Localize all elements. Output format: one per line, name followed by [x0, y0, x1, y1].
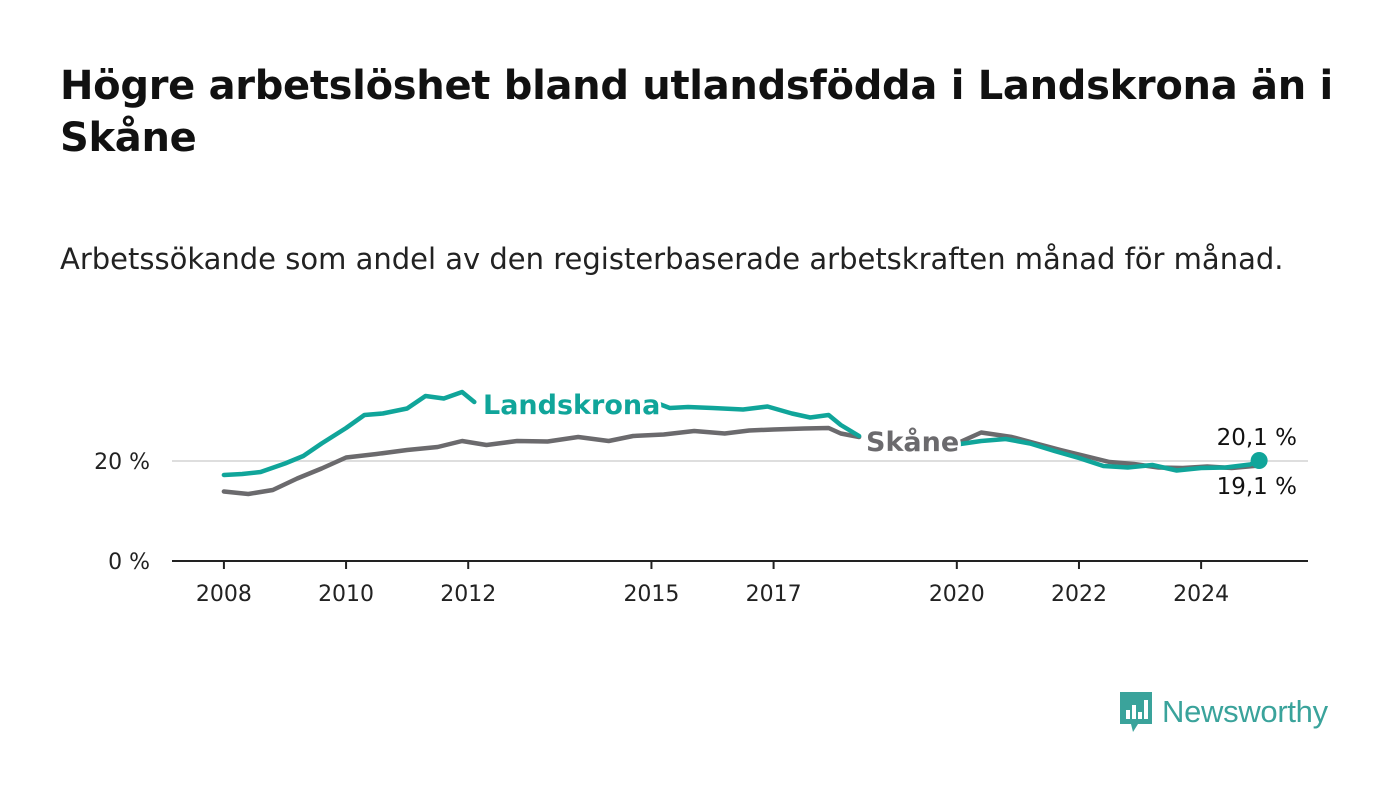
bar-chart-speech-bubble-icon [1120, 692, 1152, 732]
series-label-skane: Skåne [866, 426, 959, 458]
series-labels: Landskrona Skåne 20,1 % 19,1 % [480, 387, 1297, 500]
end-value-label-skane: 19,1 % [1217, 474, 1297, 500]
brand-name: Newsworthy [1162, 694, 1328, 729]
y-axis-ticks: 0 % 20 % [94, 450, 150, 575]
series-label-landskrona: Landskrona [483, 390, 660, 421]
x-tick-label: 2020 [929, 582, 985, 607]
chart-title: Högre arbetslöshet bland utlandsfödda i … [60, 63, 1333, 161]
end-point-landskrona [1250, 452, 1268, 469]
series-line-landskrona [954, 436, 1262, 473]
end-value-label-landskrona: 20,1 % [1217, 425, 1297, 451]
series-line-landskrona [649, 398, 862, 439]
x-tick-label: 2010 [318, 582, 374, 607]
series-line-landskrona [221, 389, 477, 478]
x-tick-label: 2022 [1051, 582, 1107, 607]
series-layer [221, 389, 1268, 497]
x-tick-label: 2024 [1173, 582, 1229, 607]
x-tick-label: 2012 [440, 582, 496, 607]
newsworthy-brand: Newsworthy [1118, 690, 1328, 734]
chart-subtitle: Arbetssökande som andel av den registerb… [60, 242, 1284, 276]
y-tick-label: 20 % [94, 450, 150, 475]
series-line-skane [221, 425, 862, 497]
x-tick-label: 2008 [196, 582, 252, 607]
y-tick-label: 0 % [108, 550, 150, 575]
x-tick-label: 2017 [746, 582, 802, 607]
x-tick-label: 2015 [623, 582, 679, 607]
x-axis-ticks: 2008 2010 2012 2015 2017 2020 2022 2024 [196, 561, 1229, 607]
